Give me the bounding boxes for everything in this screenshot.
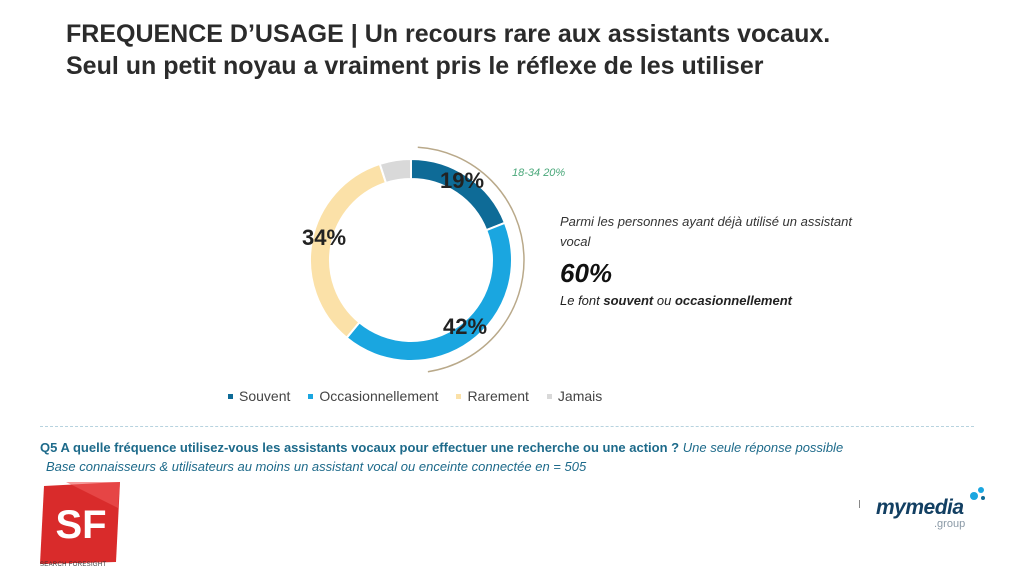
dot (981, 496, 985, 500)
callout-word-souvent: souvent (603, 293, 654, 308)
sf-caption: SEARCH FORESIGHT (40, 562, 107, 568)
mymedia-word: mymedia (876, 496, 964, 519)
dot (978, 487, 984, 493)
mymedia-dots-icon (970, 487, 985, 500)
legend-item-jamais: Jamais (546, 388, 603, 404)
callout-prefix: Le font (560, 293, 600, 308)
callout-percent: 60% (560, 258, 613, 288)
age-annotation: 18-34 20% (512, 167, 566, 179)
question-line: Q5 A quelle fréquence utilisez-vous les … (40, 440, 980, 455)
legend-swatch (456, 393, 462, 399)
mymedia-logo: mymedia .group (876, 487, 985, 530)
mymedia-group: .group (934, 518, 966, 530)
legend-swatch (308, 393, 314, 399)
legend-swatch (546, 393, 552, 399)
page-title: FREQUENCE D’USAGE | Un recours rare aux … (66, 18, 966, 82)
question-hint: Une seule réponse possible (682, 440, 844, 455)
dot (970, 492, 978, 500)
divider (40, 426, 974, 427)
base-line: Base connaisseurs & utilisateurs au moin… (46, 459, 587, 474)
question-text: Q5 A quelle fréquence utilisez-vous les … (40, 440, 680, 455)
sf-logo-highlight (66, 482, 120, 508)
bracket-arc (417, 146, 525, 373)
chart-legend: Souvent Occasionnellement Rarement Jamai… (228, 388, 602, 404)
label-souvent: 19% (440, 168, 484, 193)
label-rarement: 34% (302, 225, 346, 250)
label-occasionnellement: 42% (443, 314, 487, 339)
callout-text: Parmi les personnes ayant déjà utilisé u… (560, 214, 852, 249)
donut-chart: 19% 42% 34% (302, 146, 525, 373)
callout-mid: ou (656, 293, 672, 308)
title-line-2: Seul un petit noyau a vraiment pris le r… (66, 52, 764, 80)
callout-word-occasionnellement: occasionnellement (674, 293, 792, 308)
legend-label: Souvent (239, 388, 291, 404)
legend-item-occasionnellement: Occasionnellement (308, 388, 438, 404)
legend-item-rarement: Rarement (456, 388, 529, 404)
callout-note: Le font souvent ou occasionnellement (560, 293, 880, 308)
legend-label: Rarement (467, 388, 529, 404)
small-tick (859, 500, 860, 508)
slice-rarement (309, 162, 388, 340)
legend-item-souvent: Souvent (228, 388, 290, 404)
sf-letters: SF (55, 503, 106, 547)
slice-occasionnellement (345, 221, 513, 362)
legend-swatch (228, 393, 233, 399)
sf-logo-shape (40, 482, 120, 564)
legend-label: Occasionnellement (319, 388, 439, 404)
legend-label: Jamais (557, 388, 603, 404)
search-foresight-logo: SF (40, 482, 120, 564)
title-line-1: FREQUENCE D’USAGE | Un recours rare aux … (66, 20, 831, 48)
slice-jamais (378, 157, 412, 185)
side-callout: Parmi les personnes ayant déjà utilisé u… (560, 212, 880, 308)
